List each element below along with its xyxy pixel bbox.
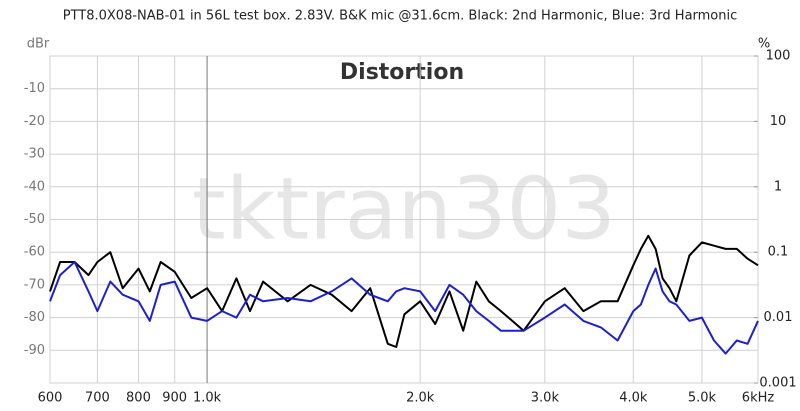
y-tick-label: -10 bbox=[24, 81, 45, 96]
x-tick-label: 4.0k bbox=[619, 391, 648, 406]
y-tick-label: -40 bbox=[24, 179, 45, 194]
y2-tick-label: 0.001 bbox=[759, 376, 796, 391]
y-tick-label: -60 bbox=[24, 245, 45, 260]
watermark: tktran303 bbox=[192, 159, 616, 259]
y-tick-label: -20 bbox=[24, 114, 45, 129]
x-tick-label: 700 bbox=[85, 391, 110, 406]
y-tick-label: -70 bbox=[24, 277, 45, 292]
y-tick-label: -80 bbox=[24, 310, 45, 325]
x-tick-label: 5.0k bbox=[688, 391, 717, 406]
y2-tick-label: 0.1 bbox=[768, 245, 789, 260]
y-axis-label: dBr bbox=[27, 37, 50, 52]
y2-tick-label: 100 bbox=[766, 49, 791, 64]
y-tick-label: -50 bbox=[24, 212, 45, 227]
x-tick-label: 3.0k bbox=[531, 391, 560, 406]
x-tick-label: 6kHz bbox=[742, 391, 775, 406]
y-tick-label: -90 bbox=[24, 343, 45, 358]
x-tick-label: 800 bbox=[126, 391, 151, 406]
y2-tick-label: 1 bbox=[774, 179, 782, 194]
x-tick-label: 2.0k bbox=[406, 391, 435, 406]
chart-title: PTT8.0X08-NAB-01 in 56L test box. 2.83V.… bbox=[63, 9, 738, 24]
x-tick-label: 1.0k bbox=[193, 391, 222, 406]
y2-tick-label: 0.01 bbox=[764, 310, 793, 325]
y2-axis-label: % bbox=[758, 37, 770, 52]
series-line bbox=[49, 261, 759, 355]
plot-title: Distortion bbox=[340, 60, 464, 85]
y2-tick-label: 10 bbox=[770, 114, 787, 129]
x-tick-label: 900 bbox=[162, 391, 187, 406]
x-tick-label: 600 bbox=[38, 391, 63, 406]
series-line bbox=[49, 234, 759, 348]
y-tick-label: -30 bbox=[24, 147, 45, 162]
